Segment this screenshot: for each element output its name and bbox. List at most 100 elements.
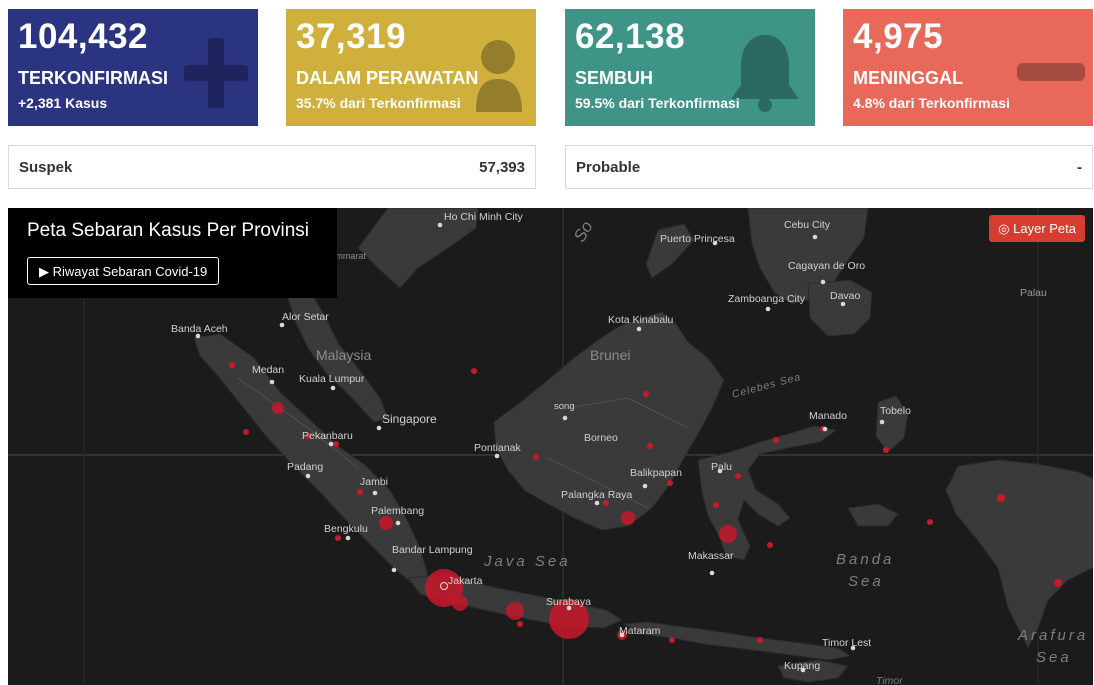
case-marker-banten[interactable] — [452, 595, 468, 611]
deaths-label: MENINGGAL — [853, 68, 963, 88]
recovered-count: 62,138 — [575, 17, 686, 56]
map-city-label: Mataram — [619, 625, 661, 637]
confirmed-sub: +2,381 Kasus — [18, 95, 108, 111]
map-city-label: Palu — [711, 461, 732, 473]
map-sea-label: Arafura — [1017, 627, 1088, 644]
map-city-label: Tobelo — [880, 405, 911, 417]
case-marker[interactable] — [517, 621, 523, 627]
map-sea-label: Sea — [1036, 649, 1072, 666]
case-marker-central-java[interactable] — [506, 602, 524, 620]
map-sea-label: So — [570, 218, 597, 246]
suspect-label: Suspek — [19, 159, 73, 176]
map-city-label: Timor Lest — [822, 637, 871, 649]
map-city-label: Makassar — [688, 550, 734, 562]
minus-icon — [1017, 63, 1085, 81]
map-title: Peta Sebaran Kasus Per Provinsi — [27, 220, 309, 241]
card-deaths[interactable]: 4,975 MENINGGAL 4.8% dari Terkonfirmasi — [843, 9, 1093, 126]
case-markers — [229, 362, 1062, 643]
map-city-label: Palau — [1020, 287, 1047, 299]
map-city-label: Davao — [830, 290, 861, 302]
map-island-label: Timor — [876, 675, 903, 685]
case-marker[interactable] — [603, 500, 609, 506]
suspect-value: 57,393 — [479, 159, 525, 176]
map-city-label: Ho Chi Minh City — [444, 211, 524, 223]
city-dots — [195, 222, 885, 673]
map-city-label: Kuala Lumpur — [299, 373, 365, 385]
case-marker-south-kalimantan[interactable] — [621, 511, 635, 525]
card-recovered[interactable]: 62,138 SEMBUH 59.5% dari Terkonfirmasi — [565, 9, 815, 126]
case-marker[interactable] — [647, 443, 653, 449]
case-marker-south-sulawesi[interactable] — [719, 525, 737, 543]
map-city-label: Palembang — [371, 505, 424, 517]
sea-labels-multiline: Banda Sea Arafura Sea — [836, 551, 1088, 666]
case-marker[interactable] — [305, 433, 311, 439]
card-in-treatment[interactable]: 37,319 DALAM PERAWATAN 35.7% dari Terkon… — [286, 9, 536, 126]
map-city-label: Pekanbaru — [302, 430, 353, 442]
map-city-label: Zamboanga City — [728, 293, 806, 305]
case-marker-north-sumatra[interactable] — [272, 402, 284, 414]
map-city-label: Kota Kinabalu — [608, 314, 674, 326]
suspect-stat: Suspek 57,393 — [8, 145, 536, 189]
map-city-label: Manado — [809, 410, 847, 422]
province-distribution-map[interactable]: Ho Chi Minh City Nakhon Si Thammarat Pue… — [8, 208, 1093, 685]
patient-icon — [476, 40, 522, 112]
layer-map-label: Layer Peta — [1013, 221, 1076, 236]
map-city-label: Puerto Princesa — [660, 233, 735, 245]
confirmed-label: TERKONFIRMASI — [18, 68, 168, 88]
case-marker-east-java[interactable] — [549, 599, 589, 639]
card-confirmed[interactable]: 104,432 TERKONFIRMASI +2,381 Kasus — [8, 9, 258, 126]
case-marker-papua-south[interactable] — [1054, 579, 1062, 587]
landmasses — [193, 208, 1093, 683]
map-country-label: Malaysia — [316, 347, 371, 363]
province-borders — [237, 377, 689, 509]
recovered-label: SEMBUH — [575, 68, 654, 88]
case-marker[interactable] — [669, 637, 675, 643]
history-button[interactable]: ▶ Riwayat Sebaran Covid-19 — [27, 257, 220, 285]
map-sea-label: Banda — [836, 551, 894, 568]
confirmed-count: 104,432 — [18, 17, 149, 56]
case-marker[interactable] — [533, 454, 539, 460]
bell-icon — [731, 35, 799, 112]
map-city-label: Medan — [252, 364, 284, 376]
in-treatment-count: 37,319 — [296, 17, 407, 56]
probable-stat: Probable - — [565, 145, 1093, 189]
case-marker[interactable] — [927, 519, 933, 525]
case-marker-south-sumatra[interactable] — [379, 516, 393, 530]
map-city-label: Jambi — [360, 476, 388, 488]
case-marker[interactable] — [335, 535, 341, 541]
layer-map-button[interactable]: ◎ Layer Peta — [989, 215, 1085, 242]
case-marker[interactable] — [735, 473, 741, 479]
map-city-label: Kupang — [784, 660, 820, 672]
case-marker[interactable] — [883, 447, 889, 453]
case-marker[interactable] — [333, 441, 339, 447]
map-country-label: Brunei — [590, 347, 630, 363]
case-marker[interactable] — [229, 362, 235, 368]
recovered-sub: 59.5% dari Terkonfirmasi — [575, 95, 740, 111]
case-marker[interactable] — [243, 429, 249, 435]
map-canvas[interactable]: Ho Chi Minh City Nakhon Si Thammarat Pue… — [8, 208, 1093, 685]
map-sea-label: Sea — [848, 573, 884, 590]
case-marker[interactable] — [757, 637, 763, 643]
case-marker-papua[interactable] — [997, 494, 1005, 502]
map-city-label: Jakarta — [448, 575, 483, 587]
map-city-label: Alor Setar — [282, 311, 329, 323]
case-marker[interactable] — [767, 542, 773, 548]
case-marker[interactable] — [667, 480, 673, 486]
deaths-count: 4,975 — [853, 17, 944, 56]
case-marker[interactable] — [471, 368, 477, 374]
map-city-label: Pontianak — [474, 442, 521, 454]
case-marker-jakarta[interactable] — [425, 569, 463, 607]
case-marker[interactable] — [643, 391, 649, 397]
map-city-label: song — [554, 401, 575, 412]
case-marker[interactable] — [773, 437, 779, 443]
plus-icon — [184, 38, 248, 108]
in-treatment-label: DALAM PERAWATAN — [296, 68, 479, 88]
deaths-sub: 4.8% dari Terkonfirmasi — [853, 95, 1010, 111]
case-marker[interactable] — [357, 489, 363, 495]
probable-label: Probable — [576, 159, 641, 176]
map-city-label: Bengkulu — [324, 523, 368, 535]
map-city-label: Palangka Raya — [561, 489, 632, 501]
map-city-label: Banda Aceh — [171, 323, 228, 335]
map-city-label: Cebu City — [784, 219, 831, 231]
case-marker[interactable] — [713, 502, 719, 508]
